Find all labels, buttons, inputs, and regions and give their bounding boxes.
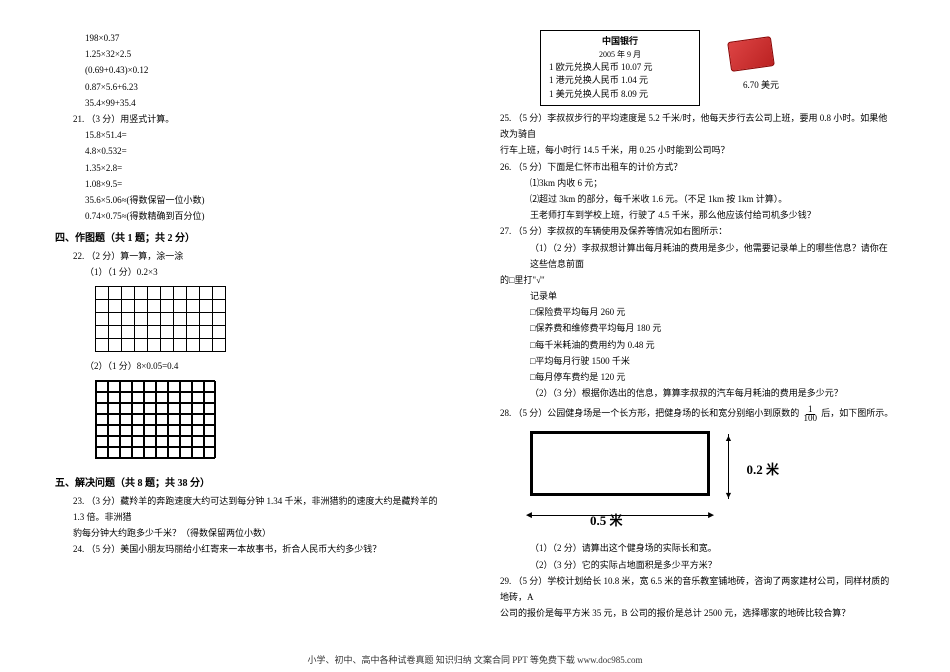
grid-2 bbox=[95, 380, 450, 459]
q28-pre: 28. （5 分）公园健身场是一个长方形，把健身场的长和宽分别缩小到原数的 bbox=[500, 408, 802, 418]
book-price: 6.70 美元 bbox=[743, 79, 779, 93]
bank-rate-2: 1 港元兑换人民币 1.04 元 bbox=[549, 74, 691, 88]
q21-5: 35.6×5.06≈(得数保留一位小数) bbox=[55, 192, 450, 208]
q29-l2: 公司的报价是每平方米 35 元，B 公司的报价是总计 2500 元，选择哪家的地… bbox=[500, 605, 895, 621]
q23-line1: 23. （3 分）藏羚羊的奔跑速度大约可达到每分钟 1.34 千米，非洲猎豹的速… bbox=[55, 493, 450, 525]
bank-title: 中国银行 bbox=[549, 35, 691, 49]
page-footer: 小学、初中、高中各种试卷真题 知识归纳 文案合同 PPT 等免费下载 www.d… bbox=[0, 653, 950, 666]
calc-2: 1.25×32×2.5 bbox=[55, 46, 450, 62]
bank-rate-1: 1 欧元兑换人民币 10.07 元 bbox=[549, 61, 691, 75]
q21-6: 0.74×0.75≈(得数精确到百分位) bbox=[55, 208, 450, 224]
q27-title: 27. （5 分）李叔叔的车辆使用及保养等情况如右图所示： bbox=[500, 223, 895, 239]
q21-4: 1.08×9.5= bbox=[55, 176, 450, 192]
q28-line: 28. （5 分）公园健身场是一个长方形，把健身场的长和宽分别缩小到原数的 11… bbox=[500, 405, 895, 423]
q24: 24. （5 分）美国小朋友玛丽给小红寄来一本故事书，折合人民币大约多少钱？ bbox=[55, 541, 450, 557]
section4-title: 四、作图题（共 1 题；共 2 分） bbox=[55, 230, 450, 248]
left-column: 198×0.37 1.25×32×2.5 (0.69+0.43)×0.12 0.… bbox=[55, 30, 470, 620]
dim-width: 0.5 米 bbox=[590, 509, 623, 532]
q26-title: 26. （5 分）下面是仁怀市出租车的计价方式？ bbox=[500, 159, 895, 175]
q27-rec-3: □每千米耗油的费用约为 0.48 元 bbox=[500, 337, 895, 353]
q22-sub2: （2）（1 分）8×0.05=0.4 bbox=[55, 358, 450, 374]
calc-5: 35.4×99+35.4 bbox=[55, 95, 450, 111]
dim-height: 0.2 米 bbox=[746, 458, 779, 481]
bank-box: 中国银行 2005 年 9 月 1 欧元兑换人民币 10.07 元 1 港元兑换… bbox=[540, 30, 700, 106]
q29-l1: 29. （5 分）学校计划给长 10.8 米，宽 6.5 米的音乐教室铺地砖，咨… bbox=[500, 573, 895, 605]
calc-1: 198×0.37 bbox=[55, 30, 450, 46]
q27-rec-1: □保险费平均每月 260 元 bbox=[500, 304, 895, 320]
q21-2: 4.8×0.532= bbox=[55, 143, 450, 159]
q21-title: 21. （3 分）用竖式计算。 bbox=[55, 111, 450, 127]
rectangle-diagram: 0.2 米 0.5 米 bbox=[530, 431, 790, 496]
q27-rec-4: □平均每月行驶 1500 千米 bbox=[500, 353, 895, 369]
right-column: 中国银行 2005 年 9 月 1 欧元兑换人民币 10.07 元 1 港元兑换… bbox=[480, 30, 895, 620]
q28-s1: （1）（2 分）请算出这个健身场的实际长和宽。 bbox=[500, 540, 895, 556]
book-icon bbox=[729, 39, 779, 74]
q28-fraction: 1100 bbox=[802, 405, 820, 423]
q27-p1b: 的□里打"√" bbox=[500, 272, 895, 288]
q27-record-title: 记录单 bbox=[500, 288, 895, 304]
q23-line2: 豹每分钟大约跑多少千米？（得数保留两位小数） bbox=[55, 525, 450, 541]
q27-p1a: （1）（2 分）李叔叔想计算出每月耗油的费用是多少，他需要记录单上的哪些信息？请… bbox=[500, 240, 895, 272]
q28-post: 后，如下图所示。 bbox=[819, 408, 893, 418]
q25-l2: 行车上班，每小时行 14.5 千米，用 0.25 小时能到公司吗？ bbox=[500, 142, 895, 158]
section5-title: 五、解决问题（共 8 题；共 38 分） bbox=[55, 475, 450, 493]
q21-3: 1.35×2.8= bbox=[55, 160, 450, 176]
q26-s2: ⑵超过 3km 的部分，每千米收 1.6 元。（不足 1km 按 1km 计算）… bbox=[500, 191, 895, 207]
q22-sub1: （1）（1 分）0.2×3 bbox=[55, 264, 450, 280]
calc-4: 0.87×5.6+6.23 bbox=[55, 79, 450, 95]
grid-1 bbox=[95, 287, 450, 352]
q26-s3: 王老师打车到学校上班，行驶了 4.5 千米，那么他应该付给司机多少钱？ bbox=[500, 207, 895, 223]
q21-1: 15.8×51.4= bbox=[55, 127, 450, 143]
q28-s2: （2）（3 分）它的实际占地面积是多少平方米？ bbox=[500, 557, 895, 573]
q27-p2: （2）（3 分）根据你选出的信息，算算李叔叔的汽车每月耗油的费用是多少元？ bbox=[500, 385, 895, 401]
calc-3: (0.69+0.43)×0.12 bbox=[55, 62, 450, 78]
q26-s1: ⑴3km 内收 6 元； bbox=[500, 175, 895, 191]
q25-l1: 25. （5 分）李叔叔步行的平均速度是 5.2 千米/时，他每天步行去公司上班… bbox=[500, 110, 895, 142]
q27-rec-5: □每月停车费约是 120 元 bbox=[500, 369, 895, 385]
q22-title: 22. （2 分）算一算，涂一涂 bbox=[55, 248, 450, 264]
q27-rec-2: □保养费和维修费平均每月 180 元 bbox=[500, 320, 895, 336]
bank-date: 2005 年 9 月 bbox=[549, 49, 691, 61]
bank-rate-3: 1 美元兑换人民币 8.09 元 bbox=[549, 88, 691, 102]
